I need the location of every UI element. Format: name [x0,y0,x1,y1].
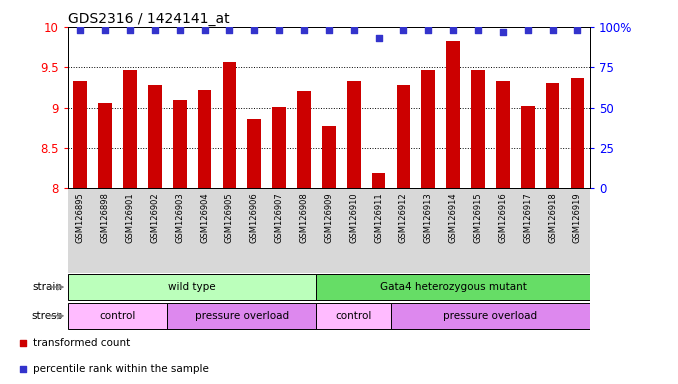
Text: pressure overload: pressure overload [195,311,289,321]
Point [149,27,160,33]
Point [447,27,458,33]
Point [423,27,434,33]
Bar [391,303,590,329]
Text: GSM126906: GSM126906 [250,192,259,243]
Text: control: control [336,311,372,321]
Bar [273,107,286,188]
Text: GSM126908: GSM126908 [300,192,308,243]
Text: GSM126916: GSM126916 [498,192,507,243]
Bar [98,103,112,188]
Bar [571,78,584,188]
Text: transformed count: transformed count [33,338,131,348]
Text: stress: stress [31,311,62,321]
Bar [247,119,261,188]
Point [125,27,136,33]
Point [498,29,508,35]
Bar [471,70,485,188]
Point [174,27,185,33]
Text: GSM126895: GSM126895 [76,192,85,243]
Bar [222,61,236,188]
Bar [347,81,361,188]
Point [274,27,285,33]
Point [249,27,260,33]
Text: strain: strain [33,282,62,292]
Point [398,27,409,33]
Text: GSM126912: GSM126912 [399,192,408,243]
Text: GSM126904: GSM126904 [200,192,209,243]
Text: Gata4 heterozygous mutant: Gata4 heterozygous mutant [380,282,527,292]
Bar [73,81,87,188]
Bar [422,70,435,188]
Bar [167,303,317,329]
Point [199,27,210,33]
Point [298,27,309,33]
Point [224,27,235,33]
Point [18,366,28,372]
Bar [521,106,534,188]
Text: GSM126901: GSM126901 [125,192,134,243]
Bar [198,90,212,188]
Point [100,27,111,33]
Text: GSM126913: GSM126913 [424,192,433,243]
Bar [297,91,311,188]
Point [75,27,85,33]
Bar [322,126,336,188]
Text: GSM126917: GSM126917 [523,192,532,243]
Bar [68,274,317,300]
Text: GSM126903: GSM126903 [175,192,184,243]
Point [323,27,334,33]
Point [572,27,583,33]
Bar [496,81,510,188]
Text: GSM126905: GSM126905 [225,192,234,243]
Point [547,27,558,33]
Text: control: control [100,311,136,321]
Text: GSM126918: GSM126918 [548,192,557,243]
Point [373,35,384,41]
Bar [68,303,167,329]
Point [522,27,533,33]
Text: pressure overload: pressure overload [443,311,538,321]
Text: GSM126919: GSM126919 [573,192,582,243]
Bar [173,100,186,188]
Bar [123,70,137,188]
Text: GSM126911: GSM126911 [374,192,383,243]
Text: GSM126914: GSM126914 [449,192,458,243]
Text: GSM126898: GSM126898 [100,192,110,243]
Point [18,340,28,346]
Text: GSM126902: GSM126902 [151,192,159,243]
Bar [546,83,559,188]
Point [473,27,483,33]
Bar [372,173,385,188]
Bar [397,85,410,188]
Point [348,27,359,33]
Text: wild type: wild type [168,282,216,292]
Bar [317,274,590,300]
Text: percentile rank within the sample: percentile rank within the sample [33,364,210,374]
Bar [446,41,460,188]
Text: GSM126915: GSM126915 [473,192,483,243]
Text: GSM126907: GSM126907 [275,192,283,243]
Text: GSM126910: GSM126910 [349,192,358,243]
Text: GSM126909: GSM126909 [324,192,334,243]
Bar [148,85,161,188]
Text: GDS2316 / 1424141_at: GDS2316 / 1424141_at [68,12,229,26]
Bar [317,303,391,329]
